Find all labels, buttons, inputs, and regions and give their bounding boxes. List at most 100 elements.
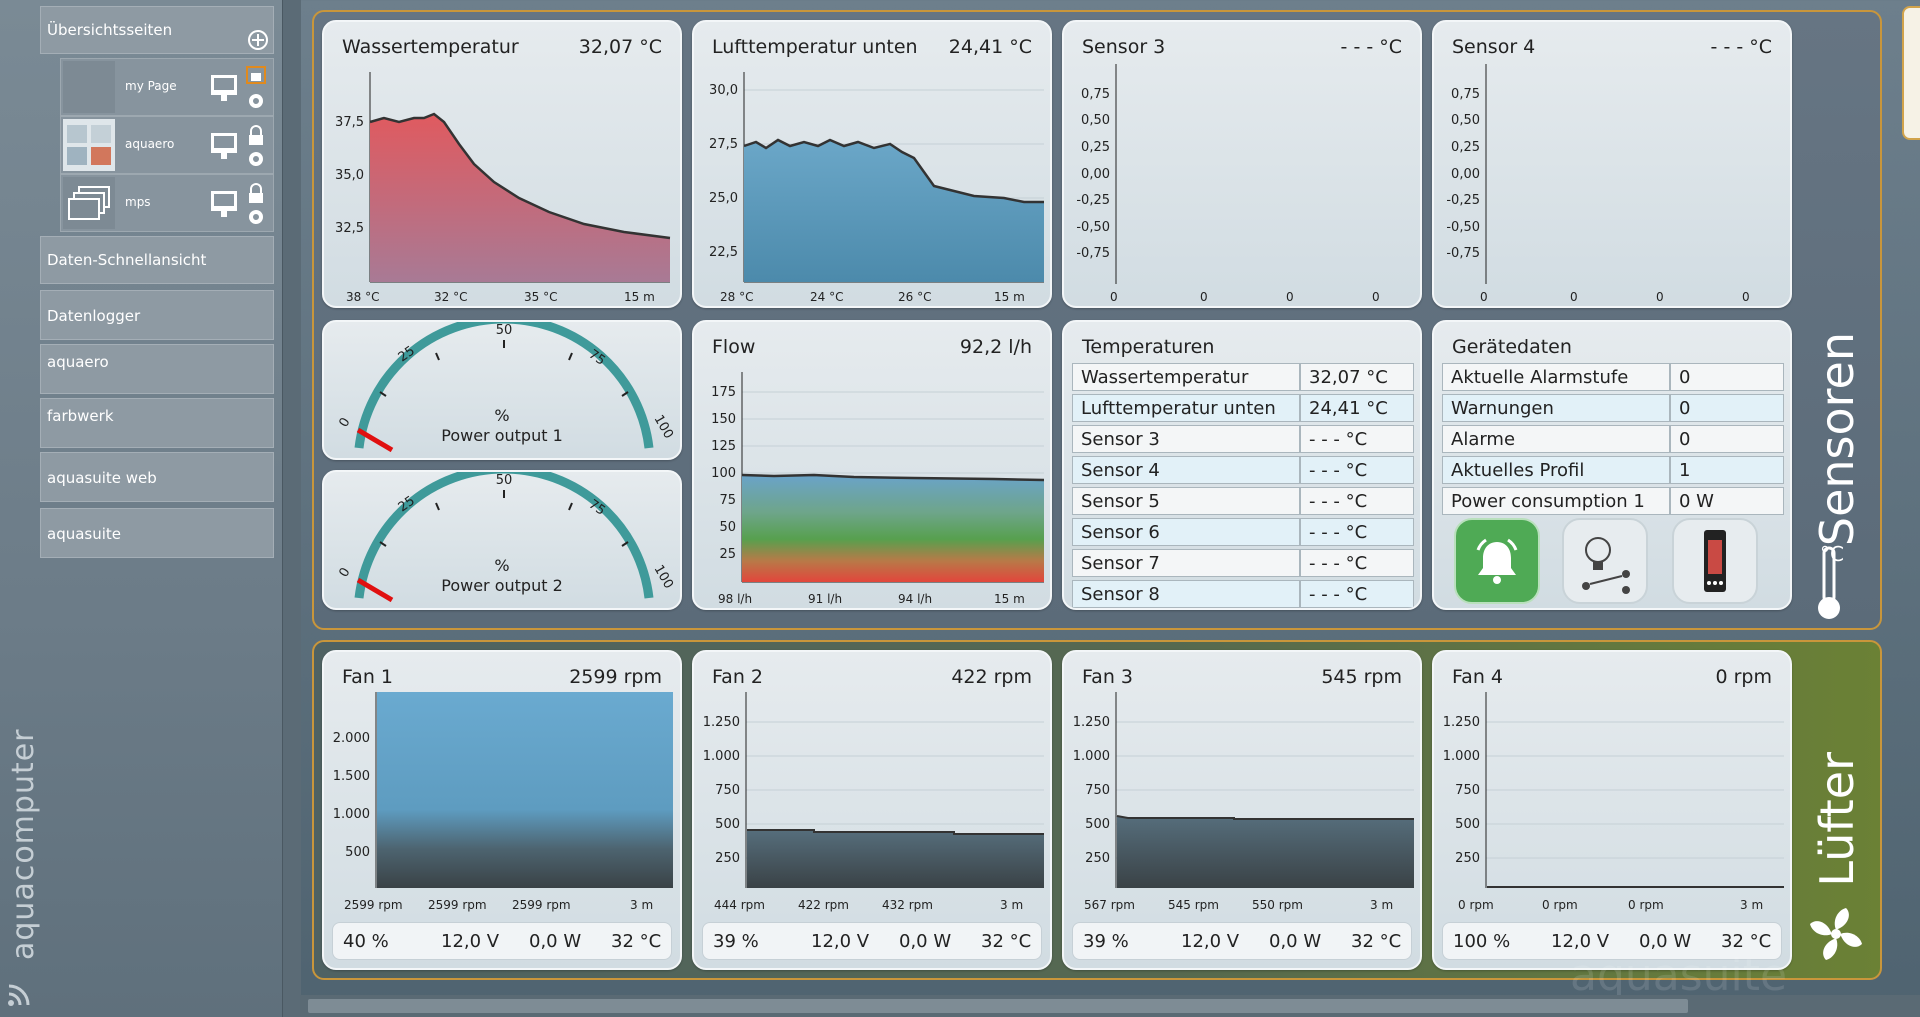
nav-farbwerk[interactable]: farbwerk xyxy=(40,398,274,448)
alarm-button[interactable] xyxy=(1454,518,1540,604)
row-value: 32,07 °C xyxy=(1300,363,1414,391)
row-value: - - - °C xyxy=(1300,456,1414,484)
vertical-scrollbar[interactable] xyxy=(282,0,301,1017)
fan-temperature: 32 °C xyxy=(981,931,1032,952)
y-tick-label: 75 xyxy=(719,493,736,508)
horizontal-scrollbar[interactable] xyxy=(300,995,1920,1017)
panel-fan-2[interactable]: 1.250 1.000 750 500 250 Fan 2 422 rpm 44… xyxy=(692,650,1052,970)
lock-icon[interactable] xyxy=(249,183,263,203)
nav-aquasuite-web[interactable]: aquasuite web xyxy=(40,452,274,502)
gauge-label: Power output 1 xyxy=(441,426,563,445)
panel-power-output-1[interactable]: 0 25 50 75 100 % Power output 1 xyxy=(322,320,682,460)
nav-aquasuite[interactable]: aquasuite xyxy=(40,508,274,558)
watermark: aquasuite xyxy=(1570,950,1788,1001)
panel-power-output-2[interactable]: 0 25 50 75 100 % Power output 2 xyxy=(322,470,682,610)
row-value: 0 W xyxy=(1670,487,1784,515)
panel-water-temp[interactable]: 37,5 35,0 32,5 Wassertemperatur 32,07 °C… xyxy=(322,20,682,308)
stat-range: 15 m xyxy=(624,290,655,304)
unlock-icon[interactable] xyxy=(246,66,266,84)
gear-icon[interactable] xyxy=(249,152,263,166)
monitor-icon[interactable] xyxy=(211,75,237,101)
chart-stats: 28 °C 24 °C 26 °C 15 m xyxy=(694,288,1050,304)
y-tick-label: 30,0 xyxy=(709,83,738,98)
grid-lines xyxy=(1486,721,1784,859)
panel-air-temp[interactable]: 30,0 27,5 25,0 22,5 Lufttemperatur unten… xyxy=(692,20,1052,308)
y-tick-label: 0,75 xyxy=(1451,87,1480,102)
table-row: Aktuelle Alarmstufe 0 xyxy=(1442,363,1784,391)
row-key: Sensor 4 xyxy=(1072,456,1300,484)
y-tick-label: 0,25 xyxy=(1081,140,1110,155)
fan-voltage: 12,0 V xyxy=(1181,931,1240,952)
add-page-icon[interactable] xyxy=(247,29,269,51)
nav-aquaero[interactable]: aquaero xyxy=(40,344,274,394)
overview-pages-button[interactable]: Übersichtsseiten xyxy=(40,6,274,54)
nav-datalogger[interactable]: Datenlogger xyxy=(40,290,274,340)
stat-range: 3 m xyxy=(630,898,654,912)
monitor-icon[interactable] xyxy=(211,133,237,159)
panel-fan-3[interactable]: 1.250 1.000 750 500 250 Fan 3 545 rpm 56… xyxy=(1062,650,1422,970)
lock-icon[interactable] xyxy=(249,125,263,145)
panel-sensor-3[interactable]: 0,75 0,50 0,25 0,00 -0,25 -0,50 -0,75 Se… xyxy=(1062,20,1422,308)
light-switch-button[interactable] xyxy=(1562,518,1648,604)
nav-label: aquaero xyxy=(47,353,109,371)
thermometer-icon xyxy=(1818,546,1840,619)
row-key: Sensor 8 xyxy=(1072,580,1300,608)
fan-power-percent: 100 % xyxy=(1453,931,1511,952)
stat-range: 15 m xyxy=(994,290,1025,304)
table-row: Alarme 0 xyxy=(1442,425,1784,453)
gear-icon[interactable] xyxy=(249,210,263,224)
row-key: Alarme xyxy=(1442,425,1670,453)
panel-sensor-4[interactable]: 0,75 0,50 0,25 0,00 -0,25 -0,50 -0,75 Se… xyxy=(1432,20,1792,308)
y-tick-label: 175 xyxy=(711,385,736,400)
panel-title: Sensor 3 xyxy=(1082,36,1166,58)
sensor-4-chart: 0,75 0,50 0,25 0,00 -0,25 -0,50 -0,75 xyxy=(1446,64,1487,284)
y-tick-label: 1.250 xyxy=(703,715,740,730)
device-button[interactable] xyxy=(1672,518,1758,604)
y-tick-label: 50 xyxy=(719,520,736,535)
notification-tab[interactable] xyxy=(1902,6,1920,140)
y-tick-label: -0,25 xyxy=(1446,193,1480,208)
fan-voltage: 12,0 V xyxy=(441,931,500,952)
monitor-icon[interactable] xyxy=(211,191,237,217)
panel-title: Fan 3 xyxy=(1082,666,1133,688)
chart-stats: 0 0 0 0 xyxy=(1064,288,1420,304)
stat-min: 0 xyxy=(1200,290,1208,304)
y-tick-label: 0,00 xyxy=(1081,167,1110,182)
row-value: 0 xyxy=(1670,363,1784,391)
gauge-unit: % xyxy=(494,406,510,425)
panel-fan-4[interactable]: 1.250 1.000 750 500 250 Fan 4 0 rpm 0 rp… xyxy=(1432,650,1792,970)
panel-temperatures: Temperaturen Wassertemperatur 32,07 °C Lu… xyxy=(1062,320,1422,610)
panel-title: Fan 4 xyxy=(1452,666,1503,688)
stat-max: 38 °C xyxy=(346,290,380,304)
y-tick-label: 150 xyxy=(711,412,736,427)
stat-range: 3 m xyxy=(1000,898,1024,912)
temperatures-table: Wassertemperatur 32,07 °C Lufttemperatur … xyxy=(1072,360,1414,608)
gauge-tick: 50 xyxy=(496,323,513,338)
stat-max: 28 °C xyxy=(720,290,754,304)
page-item-aquaero[interactable]: aquaero xyxy=(60,116,274,174)
y-tick-label: 250 xyxy=(1085,851,1110,866)
table-row: Aktuelles Profil 1 xyxy=(1442,456,1784,484)
page-item-mps[interactable]: mps xyxy=(60,174,274,232)
device-data-table: Aktuelle Alarmstufe 0 Warnungen 0 Alarme 0 … xyxy=(1442,360,1784,518)
panel-flow[interactable]: 175 150 125 100 75 50 25 Flow 92,2 l/h 9… xyxy=(692,320,1052,610)
stat-max: 0 xyxy=(1480,290,1488,304)
fan-2-area xyxy=(747,830,1044,888)
panel-fan-1[interactable]: 2.000 1.500 1.000 500 Fan 1 2599 rpm 259… xyxy=(322,650,682,970)
scrollbar-thumb[interactable] xyxy=(308,999,1688,1013)
panel-title: Wassertemperatur xyxy=(342,36,519,58)
air-temp-line xyxy=(743,138,1044,204)
nav-quick-view[interactable]: Daten-Schnellansicht xyxy=(40,236,274,284)
gauge-needle xyxy=(356,427,394,453)
row-value: - - - °C xyxy=(1300,549,1414,577)
stat-avg: 0 rpm xyxy=(1628,898,1664,912)
y-tick-label: 22,5 xyxy=(709,245,738,260)
fan-icon xyxy=(1810,908,1862,960)
row-value: 0 xyxy=(1670,394,1784,422)
stat-max: 444 rpm xyxy=(714,898,765,912)
y-tick-label: 1.000 xyxy=(703,749,740,764)
panel-value: 24,41 °C xyxy=(948,36,1032,58)
page-item-my-page[interactable]: my Page xyxy=(60,58,274,116)
gear-icon[interactable] xyxy=(249,94,263,108)
page-actions xyxy=(211,125,263,166)
